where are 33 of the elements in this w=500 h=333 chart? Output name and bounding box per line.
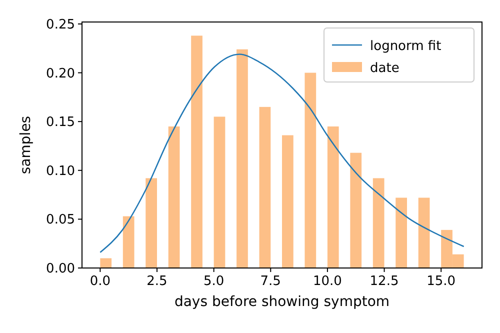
y-tick-label: 0.05 — [46, 212, 75, 228]
bar — [350, 152, 362, 268]
line-series — [100, 54, 464, 254]
x-tick-label: 5.0 — [203, 274, 224, 289]
y-tick-label: 0.15 — [46, 115, 75, 130]
bar — [327, 126, 339, 268]
bar — [372, 178, 384, 268]
bar — [214, 116, 226, 268]
legend-label: lognorm fit — [370, 39, 442, 54]
bar — [418, 198, 430, 268]
bar — [191, 36, 202, 268]
x-axis-title: days before showing symptom — [174, 294, 390, 310]
x-tick-label: 0.0 — [90, 274, 111, 289]
legend-label: date — [370, 61, 400, 76]
bar — [396, 198, 407, 268]
bar — [100, 258, 112, 268]
x-tick-label: 12.5 — [370, 274, 399, 289]
bar — [122, 216, 134, 268]
y-axis-title: samples — [18, 116, 34, 174]
bar — [146, 178, 157, 268]
bar — [168, 126, 180, 268]
bar — [304, 72, 316, 268]
bar — [236, 49, 248, 268]
bar — [259, 106, 271, 268]
y-tick-label: 0.00 — [46, 262, 75, 276]
x-tick-label: 2.5 — [146, 274, 168, 289]
bar — [282, 135, 294, 268]
x-tick-label: 10.0 — [312, 274, 342, 289]
x-tick-label: 7.5 — [260, 274, 281, 289]
y-tick-label: 0.10 — [46, 164, 75, 179]
x-tick-label: 15.0 — [426, 274, 456, 289]
y-tick-label: 0.25 — [46, 17, 75, 32]
y-tick-label: 0.20 — [46, 66, 75, 82]
